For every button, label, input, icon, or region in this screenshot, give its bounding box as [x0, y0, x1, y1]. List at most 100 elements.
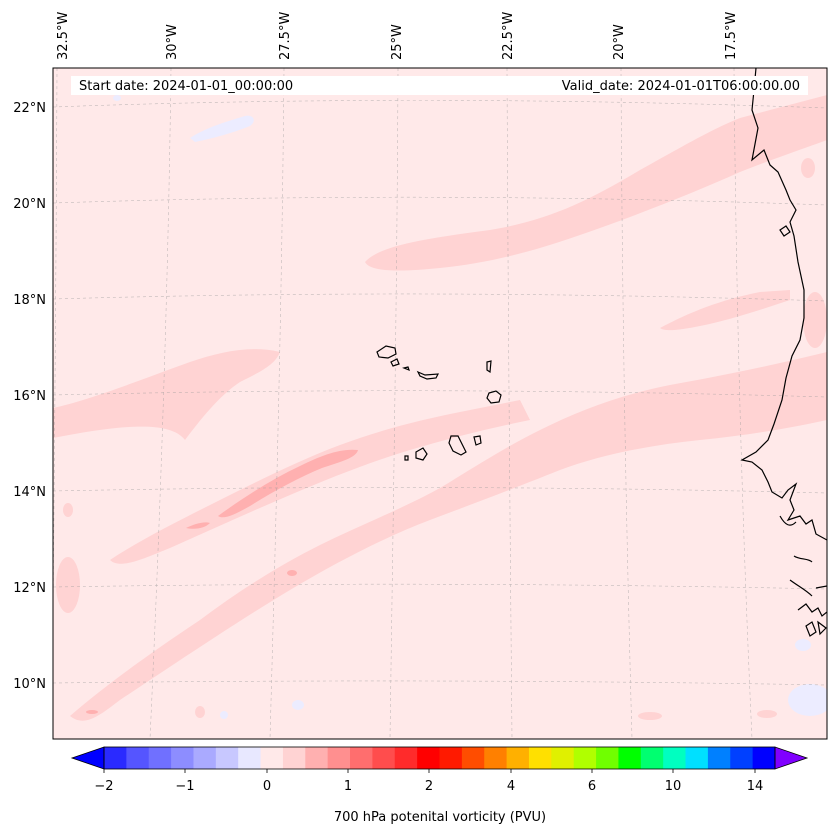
start-date-text: Start date: 2024-01-01_00:00:00 — [79, 79, 293, 94]
island-santiago — [448, 435, 467, 456]
pv-patch — [638, 712, 662, 720]
pv-patch — [195, 706, 205, 718]
lon-label: 27.5°W — [278, 12, 293, 60]
pv-band-main — [70, 352, 827, 721]
colorbar-cell — [260, 747, 284, 769]
pv-patch — [287, 570, 297, 576]
pv-negative-patch — [220, 711, 228, 719]
colorbar-tick-label: 4 — [507, 779, 515, 794]
island-sao-nicolau — [416, 370, 440, 380]
island-santa-luzia — [402, 366, 410, 372]
colorbar-cell — [618, 747, 642, 769]
african-coast-outline — [740, 68, 827, 541]
colorbar-extend-right — [774, 746, 809, 770]
pv-negative-patch — [113, 95, 121, 101]
colorbar-cell — [461, 747, 485, 769]
colorbar-cell — [573, 747, 597, 769]
date-banner — [71, 76, 808, 95]
colorbar-cell — [730, 747, 754, 769]
pv-patch — [803, 292, 827, 348]
map-panel — [53, 68, 827, 739]
colorbar-cell — [484, 747, 508, 769]
pv-band-main-upper — [110, 400, 530, 564]
cape-verde-islands — [376, 345, 502, 461]
lon-label: 25°W — [390, 24, 405, 60]
colorbar-cell — [685, 747, 709, 769]
colorbar-cell — [528, 747, 552, 769]
colorbar-tick-labels: −2 −1 0 1 2 4 6 10 14 — [94, 779, 763, 794]
colorbar-cell — [394, 747, 418, 769]
pv-patch — [757, 710, 777, 718]
pv-patch — [56, 557, 80, 613]
lon-label: 17.5°W — [724, 12, 739, 60]
pv-negative-patch — [795, 639, 811, 651]
colorbar-extend-left — [70, 746, 105, 770]
pv-band-northeast — [660, 290, 790, 331]
island-boa-vista — [486, 390, 502, 404]
colorbar-cell — [752, 747, 776, 769]
colorbar-cell — [663, 747, 687, 769]
coastline — [740, 68, 827, 637]
pv-patch — [86, 710, 98, 714]
colorbar-cell — [104, 747, 127, 769]
colorbar-cell — [350, 747, 373, 769]
colorbar-cell — [171, 747, 194, 769]
colorbar-tick-label: 6 — [588, 779, 596, 794]
lat-label: 16°N — [13, 389, 46, 404]
lat-label: 12°N — [13, 581, 46, 596]
colorbar: −2 −1 0 1 2 4 6 10 14 700 hPa potenital … — [70, 746, 809, 825]
colorbar-cell — [640, 747, 664, 769]
colorbar-cell — [372, 747, 396, 769]
colorbar-tick-label: −2 — [94, 779, 113, 794]
colorbar-label: 700 hPa potenital vorticity (PVU) — [334, 810, 546, 825]
map-frame — [52, 67, 828, 740]
colorbar-cell — [707, 747, 731, 769]
pv-negative-patch — [190, 115, 254, 142]
pv-core-secondary — [186, 522, 210, 529]
island-sal — [486, 360, 492, 374]
colorbar-cell — [439, 747, 463, 769]
lon-label: 30°W — [165, 24, 180, 60]
colorbar-tick-label: 1 — [344, 779, 352, 794]
lat-label: 18°N — [13, 293, 46, 308]
lat-label: 14°N — [13, 485, 46, 500]
pv-patch — [801, 158, 815, 178]
colorbar-cell — [596, 747, 619, 769]
island-sao-vicente — [390, 358, 400, 367]
colorbar-cell — [551, 747, 575, 769]
colorbar-cell — [506, 747, 530, 769]
colorbar-cell — [148, 747, 172, 769]
lon-label: 22.5°W — [501, 12, 516, 60]
colorbar-tick-label: 0 — [263, 779, 271, 794]
colorbar-tick-label: 10 — [665, 779, 682, 794]
pv-patch — [63, 503, 73, 517]
colorbar-cell — [305, 747, 329, 769]
colorbar-cell — [193, 747, 217, 769]
lat-label: 20°N — [13, 197, 46, 212]
colorbar-cell — [238, 747, 262, 769]
longitude-labels: 32.5°W 30°W 27.5°W 25°W 22.5°W 20°W 17.5… — [56, 12, 739, 60]
colorbar-ticks — [103, 769, 756, 773]
lat-label: 10°N — [13, 677, 46, 692]
colorbar-tick-label: 14 — [747, 779, 764, 794]
lon-label: 32.5°W — [56, 12, 71, 60]
graticule — [53, 68, 827, 739]
colorbar-cell — [417, 747, 440, 769]
lon-label: 20°W — [612, 24, 627, 60]
colorbar-cell — [327, 747, 351, 769]
colorbar-tick-label: −1 — [175, 779, 194, 794]
valid-date-text: Valid_date: 2024-01-01T06:00:00.00 — [562, 79, 800, 94]
pv-negative-patch — [788, 684, 827, 716]
island-fogo — [415, 447, 428, 461]
pv-band-north — [365, 95, 827, 271]
pv-negative-patch — [292, 700, 304, 710]
pv-core-maximum — [218, 449, 358, 518]
pv-band-west — [53, 349, 280, 440]
colorbar-cells — [104, 747, 776, 769]
latitude-labels: 22°N 20°N 18°N 16°N 14°N 12°N 10°N — [13, 101, 46, 692]
colorbar-cell — [215, 747, 239, 769]
island-santo-antao — [376, 345, 397, 359]
colorbar-tick-label: 2 — [425, 779, 433, 794]
colorbar-cell — [126, 747, 150, 769]
